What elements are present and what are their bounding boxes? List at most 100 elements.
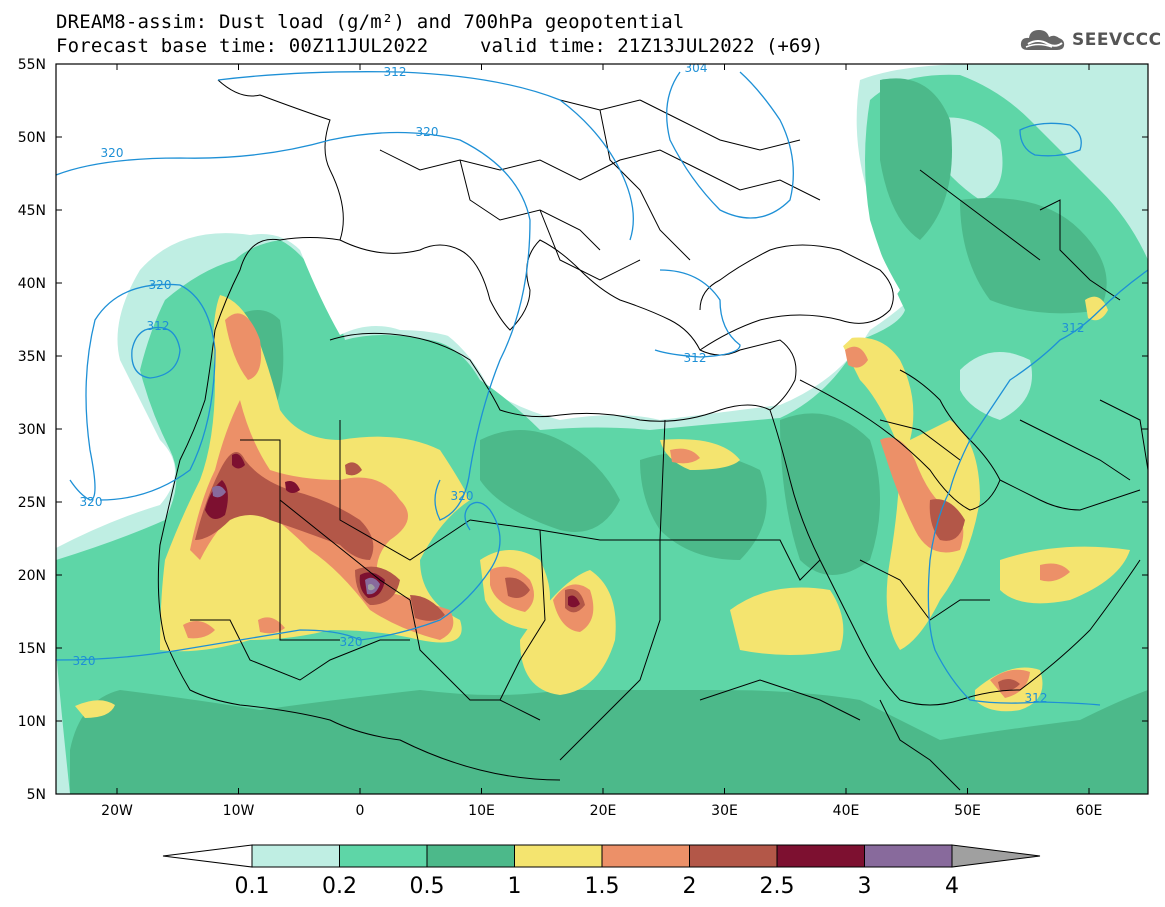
border [699, 679, 861, 721]
lon-tick-label: 60E [1076, 803, 1103, 819]
lat-tick-label: 50N [18, 130, 46, 146]
border [279, 500, 340, 641]
coastline [329, 332, 1141, 706]
dust-level-1.5-patch [225, 313, 262, 380]
lon-tick-label: 20E [590, 803, 617, 819]
colorbar-label: 1.5 [585, 874, 620, 899]
colorbar-label: 3 [858, 874, 872, 899]
lat-tick-label: 15N [18, 641, 46, 657]
lon-tick-label: 50E [954, 803, 981, 819]
lat-tick-label: 35N [18, 349, 46, 365]
lat-tick-label: 20N [18, 568, 46, 584]
contour-label: 312 [384, 65, 407, 79]
dust-level-2 [195, 452, 374, 560]
contour-label: 320 [101, 146, 124, 160]
border [879, 699, 961, 791]
colorbar-label: 2 [683, 874, 697, 899]
border [379, 149, 621, 181]
borders [157, 79, 1148, 791]
contour-label: 312 [1062, 321, 1085, 335]
border [469, 419, 666, 541]
coastline [799, 369, 1001, 511]
dust-level-1.5-patch [183, 621, 215, 639]
border [539, 209, 641, 281]
lon-tick-label: 40E [833, 803, 860, 819]
dust-level-2-patch [345, 462, 362, 476]
colorbar-label: 0.2 [322, 874, 357, 899]
dust-level-3-patch [212, 485, 226, 498]
contour-label: 320 [80, 495, 103, 509]
dust-level-1.5-patch [670, 448, 700, 464]
contour-line [1019, 122, 1082, 157]
dust-level-0.5-patch [480, 430, 620, 532]
dust-level-1.5-patch [258, 617, 285, 634]
contour-line [666, 71, 794, 219]
border [499, 529, 546, 701]
border [1099, 399, 1148, 471]
border [619, 149, 821, 201]
colorbar-bin [426, 844, 515, 868]
dust-level-0.5-patch [960, 198, 1107, 314]
dust-level-2-patch [929, 499, 965, 541]
geopotential-contours [56, 71, 1148, 706]
dust-level-2.5-patch [568, 595, 580, 608]
border [559, 540, 661, 761]
colorbar-label: 1 [508, 874, 522, 899]
dust-level-1 [160, 295, 470, 652]
border [660, 539, 821, 581]
lat-tick-label: 30N [18, 422, 46, 438]
lon-tick-label: 20W [101, 803, 133, 819]
logo-text: SEEVCCC [1072, 30, 1162, 50]
colorbar-bin [339, 844, 428, 868]
lon-tick-label: 10E [468, 803, 495, 819]
valid-time: valid time: 21Z13JUL2022 (+69) [480, 35, 824, 57]
lat-tick-label: 10N [18, 714, 46, 730]
border [1019, 419, 1131, 481]
contour-label: 320 [149, 278, 172, 292]
dust-level-0.1-patch [960, 352, 1032, 420]
lat-tick-label: 25N [18, 495, 46, 511]
lat-tick-label: 45N [18, 203, 46, 219]
seevccc-logo: SEEVCCC [1018, 26, 1162, 54]
lon-tick-label: 0 [356, 803, 365, 819]
contour-label: 320 [451, 489, 474, 503]
map-title: DREAM8-assim: Dust load (g/m²) and 700hP… [56, 11, 685, 33]
contour-line [927, 269, 1148, 706]
colorbar-min-triangle [162, 844, 253, 868]
dust-level-1-patch [75, 700, 115, 718]
dust-free-area [250, 64, 900, 412]
longitude-axis: 20W 10W 0 10E 20E 30E 40E 50E 60E [101, 64, 1102, 819]
border [339, 420, 471, 561]
colorbar-label: 0.1 [235, 874, 270, 899]
coastline [999, 479, 1141, 511]
coastline [699, 244, 894, 351]
dust-level-2.5-patch [285, 481, 300, 493]
border [409, 599, 541, 721]
dust-level-2.5-patch [232, 453, 245, 469]
contour-label: 320 [416, 125, 439, 139]
dust-level-4-patch [368, 584, 375, 591]
dust-level-1.5-patch [1040, 563, 1070, 582]
border [190, 619, 410, 681]
contour-label: 320 [73, 654, 96, 668]
colorbar: 0.1 0.2 0.5 1 1.5 2 2.5 3 4 [162, 844, 1041, 899]
lon-tick-label: 30E [711, 803, 738, 819]
border [599, 109, 691, 261]
contour-line [99, 284, 216, 501]
contour-label: 312 [684, 351, 707, 365]
contour-labels: 312 304 320 320 320 312 320 320 312 320 … [73, 64, 1085, 705]
colorbar-bin [251, 844, 340, 868]
colorbar-label: 2.5 [760, 874, 795, 899]
contour-line [131, 326, 181, 379]
coastline [157, 79, 561, 781]
dust-level-2-patch [410, 595, 445, 621]
colorbar-bin [514, 844, 603, 868]
contour-label: 312 [147, 319, 170, 333]
lat-tick-label: 40N [18, 276, 46, 292]
dust-level-2-patch [505, 577, 530, 598]
latitude-axis: 55N 50N 45N 40N 35N 30N 25N 20N 15N 10N 5N [18, 57, 1148, 803]
colorbar-label: 4 [945, 874, 959, 899]
contour-line [56, 131, 531, 521]
contour-label: 312 [1025, 691, 1048, 705]
